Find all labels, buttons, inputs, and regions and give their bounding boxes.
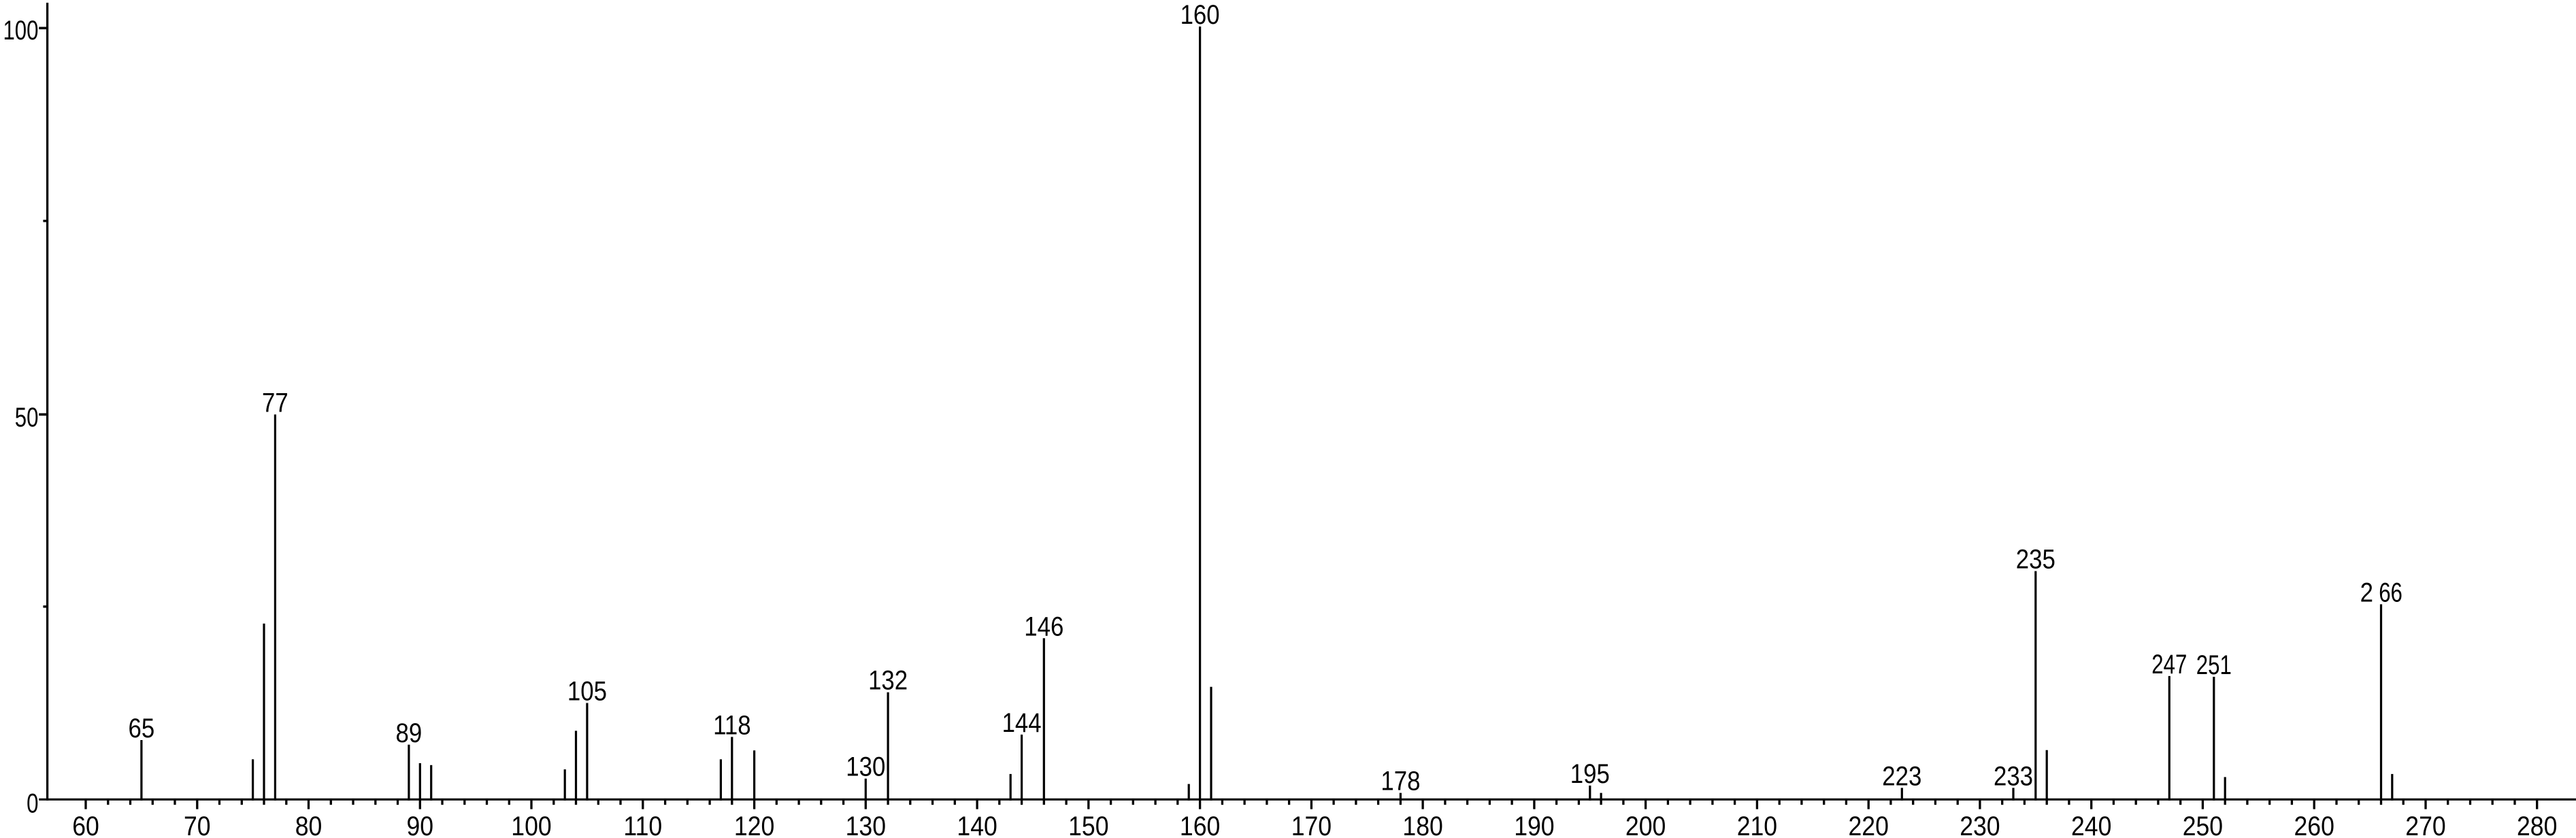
svg-text:233: 233 — [1994, 760, 2033, 791]
svg-text:146: 146 — [1024, 611, 1063, 641]
svg-text:178: 178 — [1381, 765, 1420, 796]
svg-text:250: 250 — [2183, 811, 2223, 838]
svg-text:160: 160 — [1180, 811, 1220, 838]
svg-text:195: 195 — [1570, 758, 1610, 789]
svg-text:160: 160 — [1180, 0, 1220, 30]
svg-text:150: 150 — [1068, 811, 1108, 838]
svg-text:223: 223 — [1882, 760, 1921, 791]
svg-text:110: 110 — [623, 811, 662, 838]
svg-text:50: 50 — [15, 402, 39, 433]
svg-text:77: 77 — [262, 387, 288, 418]
svg-text:120: 120 — [734, 811, 774, 838]
svg-text:270: 270 — [2405, 811, 2445, 838]
svg-text:280: 280 — [2517, 811, 2557, 838]
svg-text:190: 190 — [1514, 811, 1554, 838]
svg-text:180: 180 — [1402, 811, 1442, 838]
svg-text:0: 0 — [27, 788, 38, 819]
svg-text:235: 235 — [2016, 543, 2055, 574]
svg-text:66: 66 — [2379, 577, 2402, 608]
svg-text:100: 100 — [511, 811, 551, 838]
svg-text:100: 100 — [3, 15, 38, 46]
svg-text:132: 132 — [868, 665, 908, 695]
svg-text:260: 260 — [2294, 811, 2334, 838]
svg-text:2: 2 — [2360, 577, 2373, 607]
svg-text:220: 220 — [1849, 811, 1889, 838]
svg-text:80: 80 — [295, 811, 323, 838]
svg-text:89: 89 — [396, 718, 423, 748]
svg-text:170: 170 — [1291, 811, 1332, 838]
svg-text:130: 130 — [846, 751, 885, 782]
svg-text:247: 247 — [2151, 649, 2187, 680]
svg-text:90: 90 — [406, 811, 433, 838]
svg-text:144: 144 — [1002, 707, 1042, 738]
svg-text:65: 65 — [129, 713, 155, 743]
svg-text:60: 60 — [72, 811, 99, 838]
svg-text:130: 130 — [846, 811, 886, 838]
svg-text:240: 240 — [2071, 811, 2111, 838]
svg-text:70: 70 — [184, 811, 211, 838]
svg-text:251: 251 — [2196, 650, 2232, 680]
svg-text:105: 105 — [567, 675, 607, 706]
svg-text:118: 118 — [713, 709, 750, 740]
svg-text:200: 200 — [1625, 811, 1666, 838]
svg-text:210: 210 — [1737, 811, 1777, 838]
svg-text:140: 140 — [957, 811, 997, 838]
svg-text:230: 230 — [1960, 811, 2000, 838]
